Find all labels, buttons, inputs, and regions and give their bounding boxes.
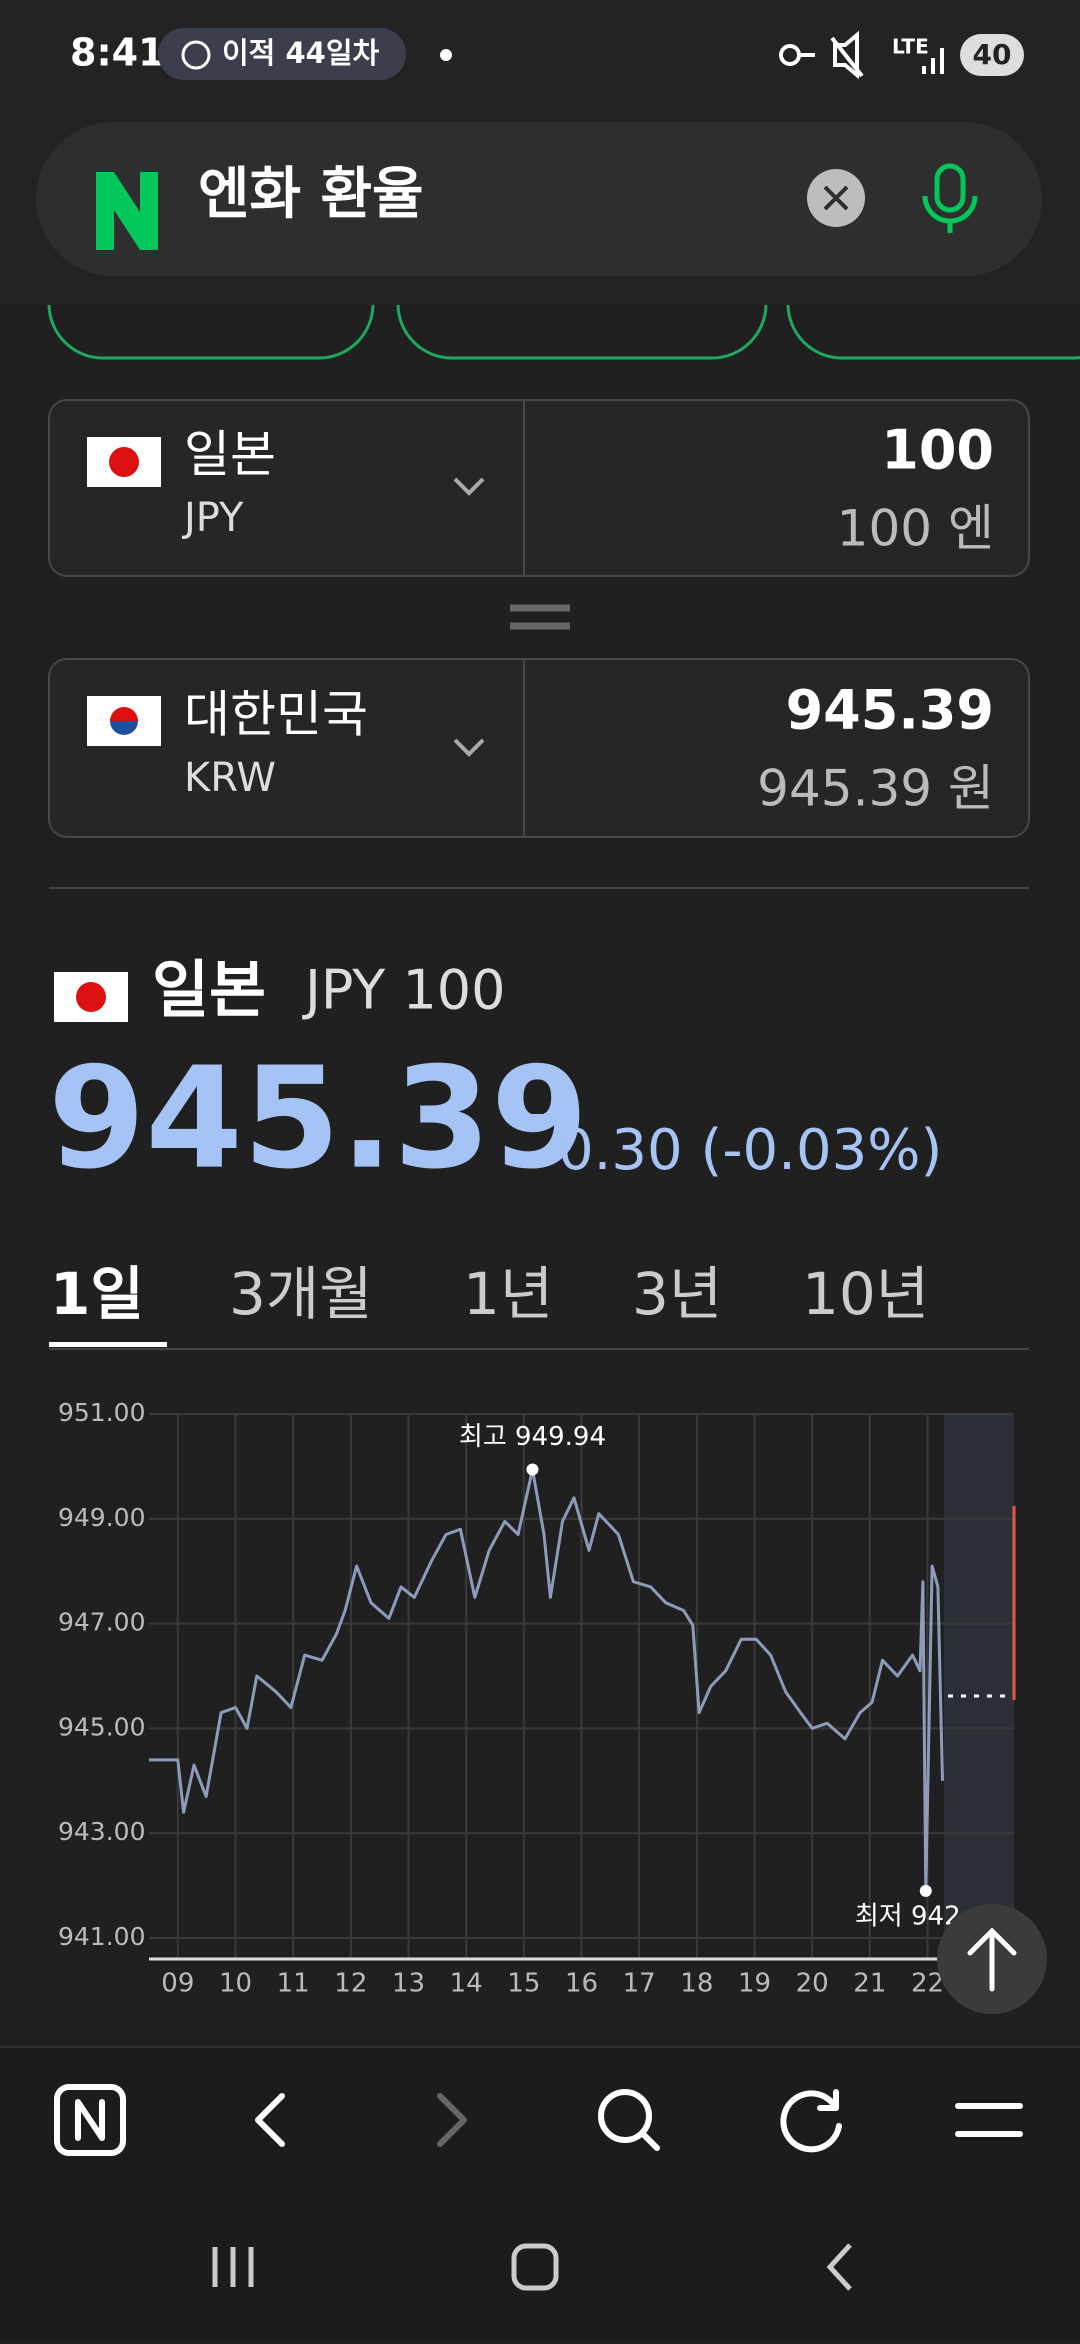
converter-to <box>48 658 1030 838</box>
x-tick-label: 16 <box>565 1969 598 1999</box>
rate-country: 일본 <box>152 953 266 1026</box>
x-tick-label: 19 <box>738 1969 771 1999</box>
down-triangle <box>528 1114 546 1125</box>
latest-region <box>944 1414 1014 1959</box>
status-pill-text: 이적 44일차 <box>222 36 379 70</box>
x-tick-label: 22 <box>911 1969 944 1999</box>
x-tick-label: 13 <box>392 1969 425 1999</box>
refresh-button[interactable] <box>780 2089 842 2153</box>
x-tick-label: 21 <box>853 1969 886 1999</box>
dropdown-icon[interactable] <box>453 477 485 496</box>
to-amount[interactable]: 945.39 <box>786 679 994 742</box>
home-system-button[interactable] <box>511 2243 559 2291</box>
y-tick-label: 943.00 <box>58 1817 145 1846</box>
y-tick-label: 949.00 <box>58 1503 145 1532</box>
extreme-point <box>919 1884 932 1897</box>
home-icon <box>75 2099 105 2141</box>
x-tick-label: 12 <box>334 1969 367 1999</box>
recents-button[interactable] <box>212 2247 254 2287</box>
search-button[interactable] <box>598 2089 652 2143</box>
extreme-label: 최고 949.94 <box>459 1422 606 1452</box>
equals-sign <box>510 604 570 630</box>
from-code[interactable]: JPY <box>181 495 244 541</box>
y-tick-label: 947.00 <box>58 1608 145 1637</box>
flag-jp-dot <box>109 447 139 477</box>
x-tick-label: 11 <box>277 1969 310 1999</box>
y-tick-label: 951.00 <box>58 1398 145 1427</box>
menu-button[interactable] <box>955 2103 1023 2137</box>
price-line <box>149 1468 944 1893</box>
naver-logo[interactable] <box>96 172 158 250</box>
tab[interactable]: 1년 <box>463 1260 553 1328</box>
x-tick-label: 10 <box>219 1969 252 1999</box>
flag-jp-dot <box>76 982 106 1012</box>
voice-button[interactable] <box>922 163 978 233</box>
status-pill <box>158 28 406 80</box>
converter-from <box>48 399 1030 577</box>
bottom-bar <box>0 2047 1080 2340</box>
flag-kr-blue <box>110 721 138 735</box>
from-country[interactable]: 일본 <box>184 426 276 484</box>
tab[interactable]: 3년 <box>632 1260 722 1328</box>
back-button[interactable] <box>255 2093 285 2147</box>
x-tick-label: 09 <box>161 1969 194 1999</box>
rate-code: JPY 100 <box>302 959 506 1022</box>
search-query[interactable]: 엔화 환율 <box>198 162 424 227</box>
pill-icon <box>181 40 211 70</box>
browser-nav <box>54 2084 1023 2156</box>
battery <box>960 34 1024 76</box>
to-amount-text: 945.39 원 <box>757 760 994 818</box>
forward-button[interactable] <box>437 2093 467 2147</box>
extreme-point <box>526 1463 539 1476</box>
clear-icon <box>823 185 849 211</box>
x-tick-label: 18 <box>680 1969 713 1999</box>
to-code[interactable]: KRW <box>184 755 276 801</box>
dropdown-icon[interactable] <box>453 738 485 757</box>
rate-value: 945.39 <box>48 1038 588 1201</box>
notification-dot <box>440 49 452 61</box>
chart: 941.00 943.00 945.00 947.00 949.00 951.00 09 10… <box>58 1398 1047 2014</box>
tabs: 1일 3개월 1년 3년 10년 <box>50 1260 929 1328</box>
x-tick-label: 14 <box>450 1969 483 1999</box>
network-type: LTE <box>892 35 929 59</box>
tab[interactable]: 3개월 <box>229 1260 373 1328</box>
x-tick-label: 17 <box>623 1969 656 1999</box>
status-time: 8:41 <box>70 31 165 75</box>
to-country[interactable]: 대한민국 <box>184 686 368 744</box>
from-amount[interactable]: 100 <box>881 419 994 482</box>
y-tick-label: 941.00 <box>58 1922 145 1951</box>
tab-underline <box>49 1342 167 1347</box>
y-tick-label: 945.00 <box>58 1712 145 1741</box>
x-tick-label: 15 <box>507 1969 540 1999</box>
back-system-button[interactable] <box>826 2243 852 2291</box>
search-bar[interactable] <box>36 122 1042 276</box>
tab[interactable]: 1일 <box>50 1260 144 1328</box>
flag-kr-red <box>110 707 138 721</box>
system-nav <box>212 2243 852 2291</box>
from-amount-text: 100 엔 <box>837 500 994 558</box>
scroll-top-icon <box>967 1927 1017 1992</box>
status-icons <box>779 30 944 80</box>
x-tick-label: 20 <box>796 1969 829 1999</box>
rate-change: 0.30 (-0.03%) <box>558 1118 942 1183</box>
tab[interactable]: 10년 <box>802 1260 929 1328</box>
extreme-label: 최저 942 <box>855 1901 961 1931</box>
battery-level: 40 <box>973 38 1012 71</box>
home-button[interactable] <box>54 2084 126 2156</box>
